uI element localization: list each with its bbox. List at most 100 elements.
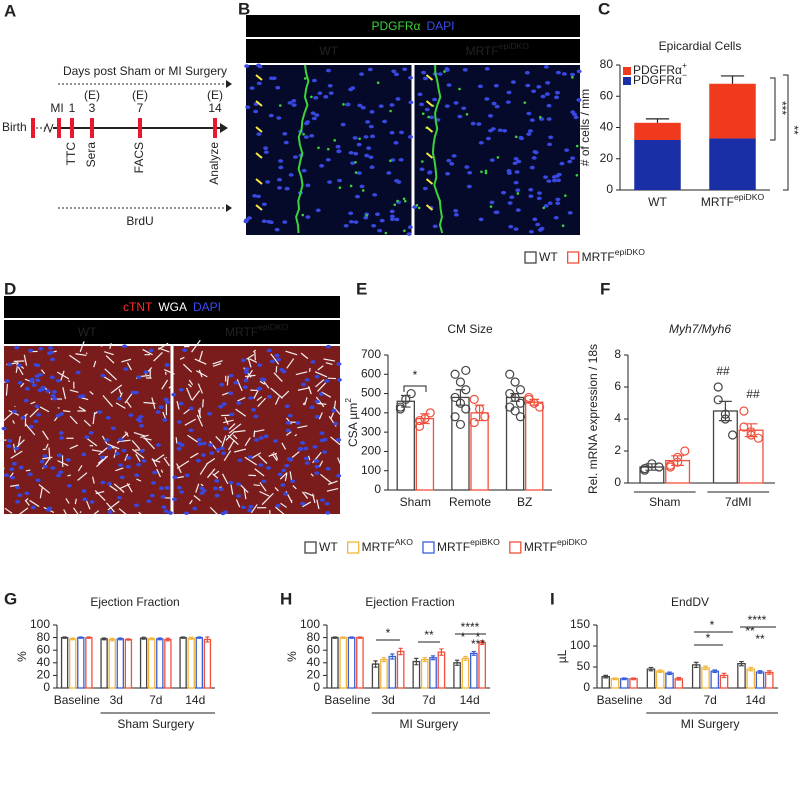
membrane <box>157 342 169 350</box>
membrane <box>99 344 103 347</box>
bar <box>646 668 656 689</box>
x-tick-label: 7dMI <box>725 495 752 509</box>
data-point <box>673 457 683 467</box>
cell-dot <box>389 159 392 163</box>
nucleus <box>179 490 185 494</box>
nucleus <box>546 117 552 121</box>
cell-dot <box>403 229 406 233</box>
membrane <box>119 483 131 490</box>
error-bar <box>721 672 727 679</box>
bar <box>665 672 674 689</box>
nucleus <box>535 222 541 227</box>
column-bar <box>246 39 580 63</box>
nucleus <box>164 400 170 405</box>
nucleus <box>163 509 169 513</box>
nucleus <box>484 97 490 101</box>
nucleus <box>328 91 334 95</box>
nucleus <box>59 436 65 440</box>
nucleus <box>363 135 369 139</box>
nucleus <box>97 410 103 414</box>
nucleus <box>313 96 319 100</box>
nucleus <box>497 128 503 133</box>
nucleus <box>304 378 310 382</box>
membrane <box>297 425 308 429</box>
y-tick-label: 400 <box>361 405 381 419</box>
nucleus <box>31 383 37 387</box>
nucleus <box>266 394 272 399</box>
nucleus <box>314 471 320 475</box>
x-tick-label: Sham <box>649 495 680 509</box>
membrane <box>38 483 51 494</box>
bar <box>77 636 85 689</box>
membrane <box>69 444 79 450</box>
day-label: 1 <box>69 101 76 115</box>
membrane <box>270 387 283 399</box>
y-axis-label-base: CSA µm <box>346 403 360 447</box>
data-point <box>474 404 485 414</box>
nucleus <box>406 232 412 236</box>
membrane <box>318 460 324 467</box>
membrane <box>115 467 124 472</box>
legend-label-base: PDGFRα <box>633 73 682 87</box>
nucleus <box>445 171 451 176</box>
membrane <box>301 491 309 499</box>
nucleus <box>555 201 561 206</box>
nucleus <box>348 150 354 155</box>
nucleus <box>253 438 259 442</box>
bar <box>737 662 746 689</box>
membrane <box>258 454 268 465</box>
column-label-base: MRTF <box>225 325 258 339</box>
nucleus <box>303 121 309 126</box>
nucleus <box>422 76 428 81</box>
data-point <box>414 421 425 431</box>
membrane <box>206 468 216 479</box>
membrane <box>200 483 204 487</box>
nucleus <box>476 122 482 126</box>
membrane <box>85 352 88 355</box>
micrograph <box>414 65 580 235</box>
nucleus <box>219 382 225 387</box>
bar <box>380 659 388 689</box>
membrane <box>194 358 207 365</box>
nucleus <box>247 508 253 513</box>
error-bar <box>648 666 654 672</box>
nucleus <box>278 165 284 170</box>
membrane <box>57 460 69 467</box>
membrane <box>104 368 117 381</box>
nucleus <box>4 473 10 477</box>
nucleus <box>81 489 87 493</box>
nucleus <box>555 178 561 183</box>
nucleus <box>555 70 561 75</box>
y-tick-label: 100 <box>570 638 590 652</box>
nucleus <box>167 511 173 515</box>
nucleus <box>188 406 194 411</box>
nucleus <box>228 480 234 485</box>
arrow <box>425 126 434 133</box>
nucleus <box>305 183 311 188</box>
cell-dot <box>443 70 446 73</box>
membrane <box>135 453 141 462</box>
day-label: 14 <box>208 101 222 115</box>
nucleus <box>419 167 425 172</box>
x-tick-label: 14d <box>745 693 765 707</box>
y-tick-label: 0 <box>43 680 50 694</box>
stain-name: PDGFRα <box>372 19 421 33</box>
nucleus <box>162 418 168 422</box>
nucleus <box>285 421 291 425</box>
membrane <box>281 442 287 450</box>
nucleus <box>325 157 331 162</box>
nucleus <box>99 455 105 460</box>
data-point <box>510 392 520 403</box>
nucleus <box>214 493 220 498</box>
nucleus <box>118 437 124 442</box>
nucleus <box>287 101 293 105</box>
nucleus <box>38 346 44 351</box>
nucleus <box>84 435 90 439</box>
cell-dot <box>564 194 567 197</box>
error-bar <box>373 660 378 668</box>
nucleus <box>37 388 43 393</box>
data-point <box>455 419 466 430</box>
nucleus <box>314 414 320 419</box>
membrane <box>318 412 323 420</box>
membrane <box>156 468 162 478</box>
